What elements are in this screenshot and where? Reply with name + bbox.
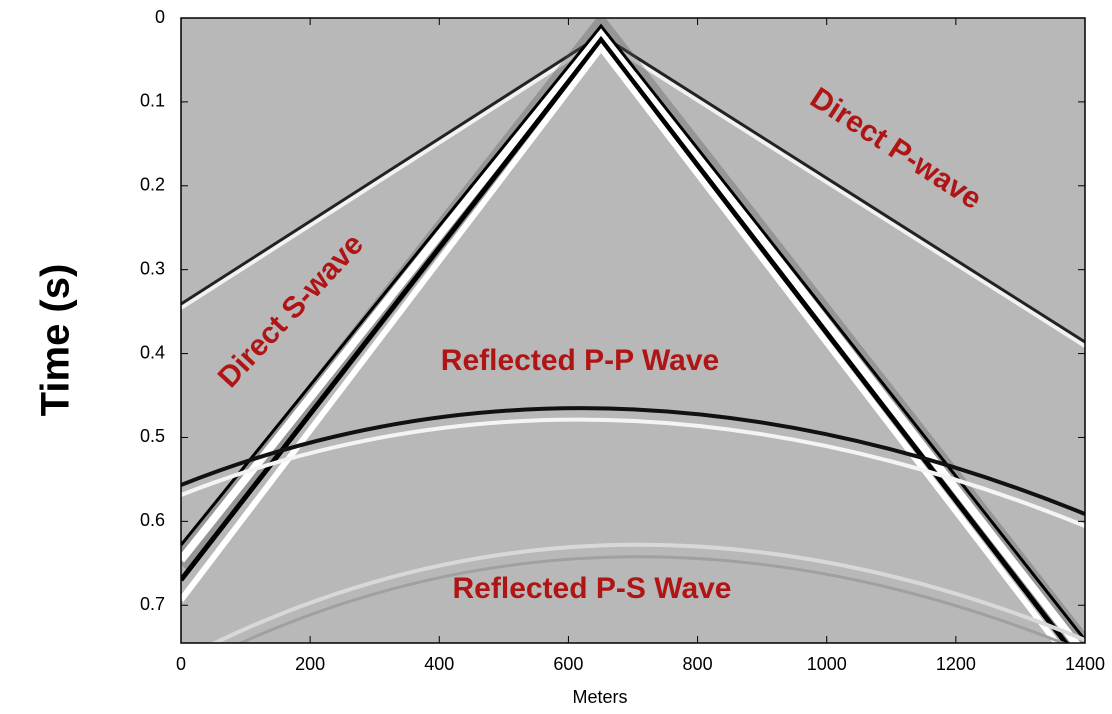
x-tick-label: 400: [424, 654, 454, 674]
y-tick-label: 0: [155, 7, 165, 27]
x-tick-label: 0: [176, 654, 186, 674]
y-tick-label: 0.1: [140, 91, 165, 111]
y-tick-label: 0.4: [140, 342, 165, 362]
y-tick-label: 0.6: [140, 510, 165, 530]
x-tick-label: 1400: [1065, 654, 1105, 674]
seismic-image: [181, 18, 1085, 643]
x-tick-label: 800: [683, 654, 713, 674]
annotation: Reflected P-S Wave: [453, 572, 732, 605]
plot-frame: [180, 17, 1086, 644]
x-tick-label: 200: [295, 654, 325, 674]
y-tick-label: 0.3: [140, 258, 165, 278]
x-tick-label: 1200: [936, 654, 976, 674]
y-tick-label: 0.7: [140, 594, 165, 614]
annotation: Reflected P-P Wave: [441, 344, 719, 377]
y-tick-label: 0.5: [140, 426, 165, 446]
y-tick-label: 0.2: [140, 175, 165, 195]
plot-background: [181, 18, 1085, 643]
x-tick-label: 600: [553, 654, 583, 674]
x-axis-label: Meters: [572, 687, 627, 707]
x-tick-label: 1000: [807, 654, 847, 674]
y-axis-label: Time (s): [34, 264, 78, 417]
